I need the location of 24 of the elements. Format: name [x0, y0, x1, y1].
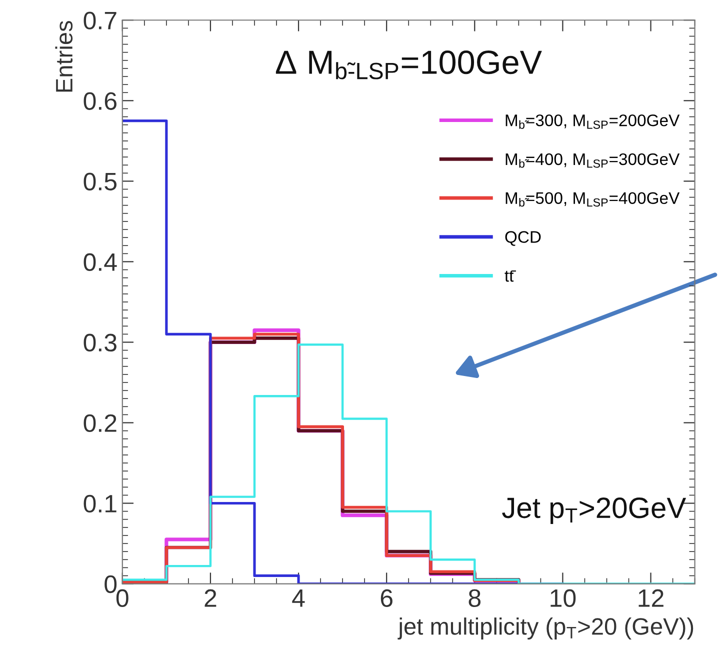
x-tick-label: 10: [550, 589, 576, 607]
y-tick-label: 0.7: [84, 12, 116, 30]
annotation: Jet p$_{T}$>20GeV: [502, 498, 686, 524]
annotation: Δ M$_{b̃-LSP}$=100GeV: [276, 50, 542, 80]
y-tick-label: 0.2: [84, 414, 116, 432]
x-tick-label: 12: [638, 589, 664, 607]
legend-label: QCD: [505, 231, 541, 246]
x-tick-label: 4: [292, 590, 305, 607]
y-axis-title: Entries: [55, 20, 73, 92]
legend-label: M$_{b̃}$=300, M$_{LSP}$=200GeV: [506, 114, 680, 129]
y-tick-label: 0.5: [84, 172, 116, 190]
legend-label: tt̄: [504, 270, 516, 282]
y-tick-label: 0.6: [84, 92, 116, 110]
y-tick-label: 0.4: [84, 253, 117, 271]
x-axis-title: jet multiplicity (p$_{T}$>20 (GeV)): [398, 617, 694, 640]
x-tick-label: 2: [204, 589, 216, 607]
x-tick-label: 0: [116, 589, 128, 607]
legend-label: M$_{b̃}$=500, M$_{LSP}$=400GeV: [506, 192, 680, 207]
x-tick-label: 6: [380, 589, 392, 607]
y-tick-label: 0: [104, 575, 117, 594]
y-tick-label: 0.1: [84, 494, 116, 513]
y-tick-label: 0.3: [84, 334, 116, 352]
x-tick-label: 8: [468, 589, 481, 607]
legend-label: M$_{b̃}$=400, M$_{LSP}$=300GeV: [506, 153, 680, 168]
